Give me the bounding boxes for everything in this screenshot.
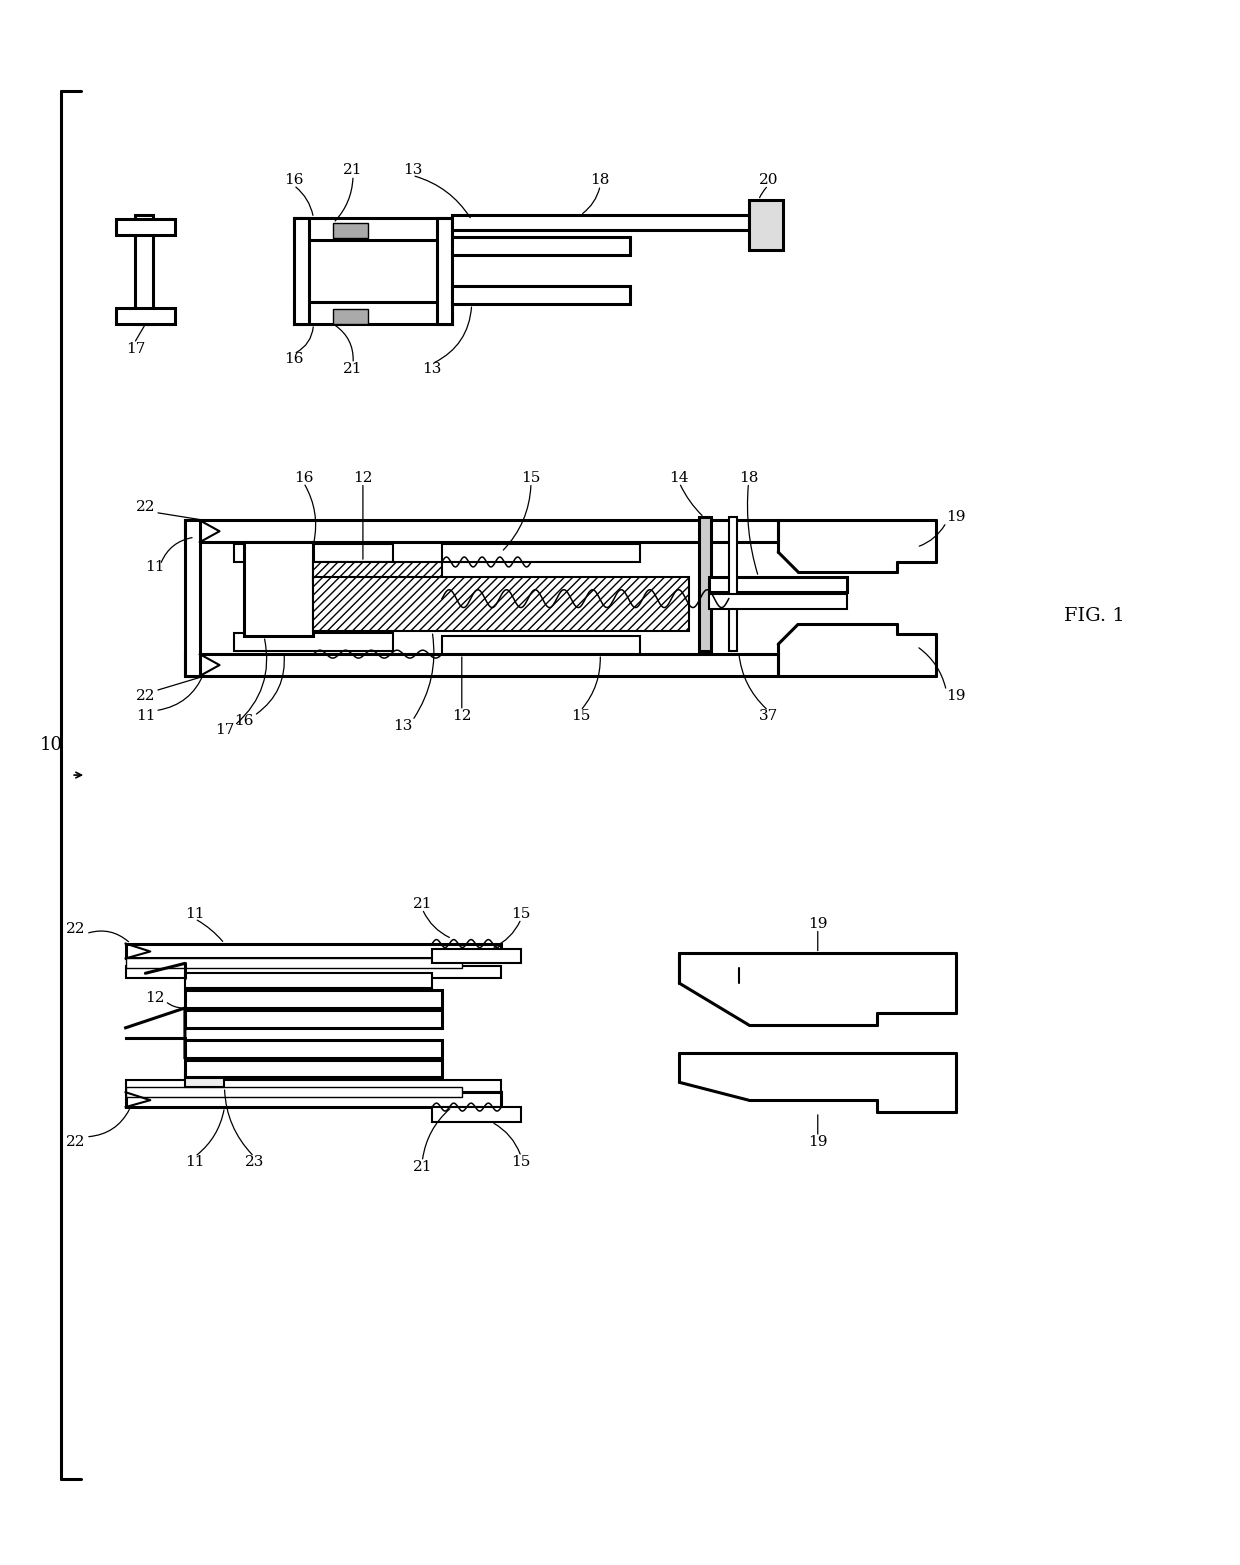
Bar (185, 1009, 441, 1028)
Bar (115, 308, 175, 324)
Text: 19: 19 (946, 510, 966, 524)
Bar (125, 1092, 501, 1106)
Text: 15: 15 (511, 1155, 531, 1169)
Text: 20: 20 (759, 174, 777, 188)
Text: 21: 21 (343, 362, 363, 376)
Bar (441, 637, 640, 654)
Text: 14: 14 (670, 471, 689, 485)
Text: 22: 22 (67, 1135, 86, 1149)
Text: 21: 21 (343, 163, 363, 177)
Bar (729, 518, 737, 651)
Bar (314, 562, 441, 582)
Text: 18: 18 (590, 174, 610, 188)
Bar (749, 200, 784, 250)
Text: 11: 11 (145, 560, 165, 574)
Text: 21: 21 (413, 1160, 432, 1174)
Text: 15: 15 (511, 906, 531, 920)
Bar (294, 218, 309, 324)
Bar (314, 577, 689, 631)
Text: 21: 21 (413, 897, 432, 911)
Bar (115, 219, 175, 235)
Bar (185, 654, 779, 676)
Text: 13: 13 (423, 362, 441, 376)
Bar (185, 991, 441, 1008)
Bar (334, 222, 368, 238)
Text: 18: 18 (739, 471, 758, 485)
Text: 16: 16 (284, 174, 304, 188)
Bar (185, 520, 200, 676)
Bar (432, 948, 521, 964)
Text: 16: 16 (284, 352, 304, 366)
Text: 15: 15 (521, 471, 541, 485)
Bar (294, 218, 451, 239)
Bar (451, 286, 630, 304)
Bar (451, 236, 630, 255)
Bar (709, 577, 847, 592)
Text: 12: 12 (145, 991, 165, 1005)
Bar (709, 593, 847, 609)
Text: 12: 12 (353, 471, 373, 485)
Text: 19: 19 (946, 689, 966, 703)
Bar (125, 944, 501, 958)
Text: 13: 13 (393, 718, 412, 732)
Bar (432, 1106, 521, 1122)
Bar (441, 545, 640, 562)
Text: 16: 16 (294, 471, 314, 485)
Text: 12: 12 (453, 709, 471, 723)
Bar (125, 1088, 461, 1097)
Bar (436, 218, 451, 324)
Bar (125, 958, 461, 969)
Bar (234, 545, 393, 562)
Text: 22: 22 (135, 501, 155, 515)
Text: 19: 19 (808, 1135, 827, 1149)
Text: FIG. 1: FIG. 1 (1064, 607, 1125, 626)
Bar (334, 310, 368, 324)
Text: 23: 23 (244, 1155, 264, 1169)
Bar (294, 302, 451, 324)
Bar (135, 214, 154, 324)
Text: 13: 13 (403, 163, 422, 177)
Bar (185, 973, 432, 988)
Text: 37: 37 (759, 709, 777, 723)
Text: 11: 11 (185, 1155, 205, 1169)
Text: 22: 22 (67, 922, 86, 936)
Bar (185, 1060, 441, 1077)
Bar (234, 634, 393, 651)
Bar (185, 1072, 224, 1088)
Text: 11: 11 (135, 709, 155, 723)
Text: 19: 19 (808, 917, 827, 931)
Text: 22: 22 (135, 689, 155, 703)
Bar (185, 520, 779, 541)
Bar (451, 214, 749, 230)
Text: 16: 16 (234, 714, 254, 728)
Text: 11: 11 (185, 906, 205, 920)
Text: 17: 17 (125, 341, 145, 355)
Text: 15: 15 (570, 709, 590, 723)
Bar (125, 966, 501, 978)
Text: 17: 17 (215, 723, 234, 737)
Bar (125, 1080, 501, 1092)
Bar (185, 1039, 441, 1058)
Text: 10: 10 (40, 737, 63, 754)
Bar (699, 518, 711, 651)
Bar (244, 541, 314, 637)
